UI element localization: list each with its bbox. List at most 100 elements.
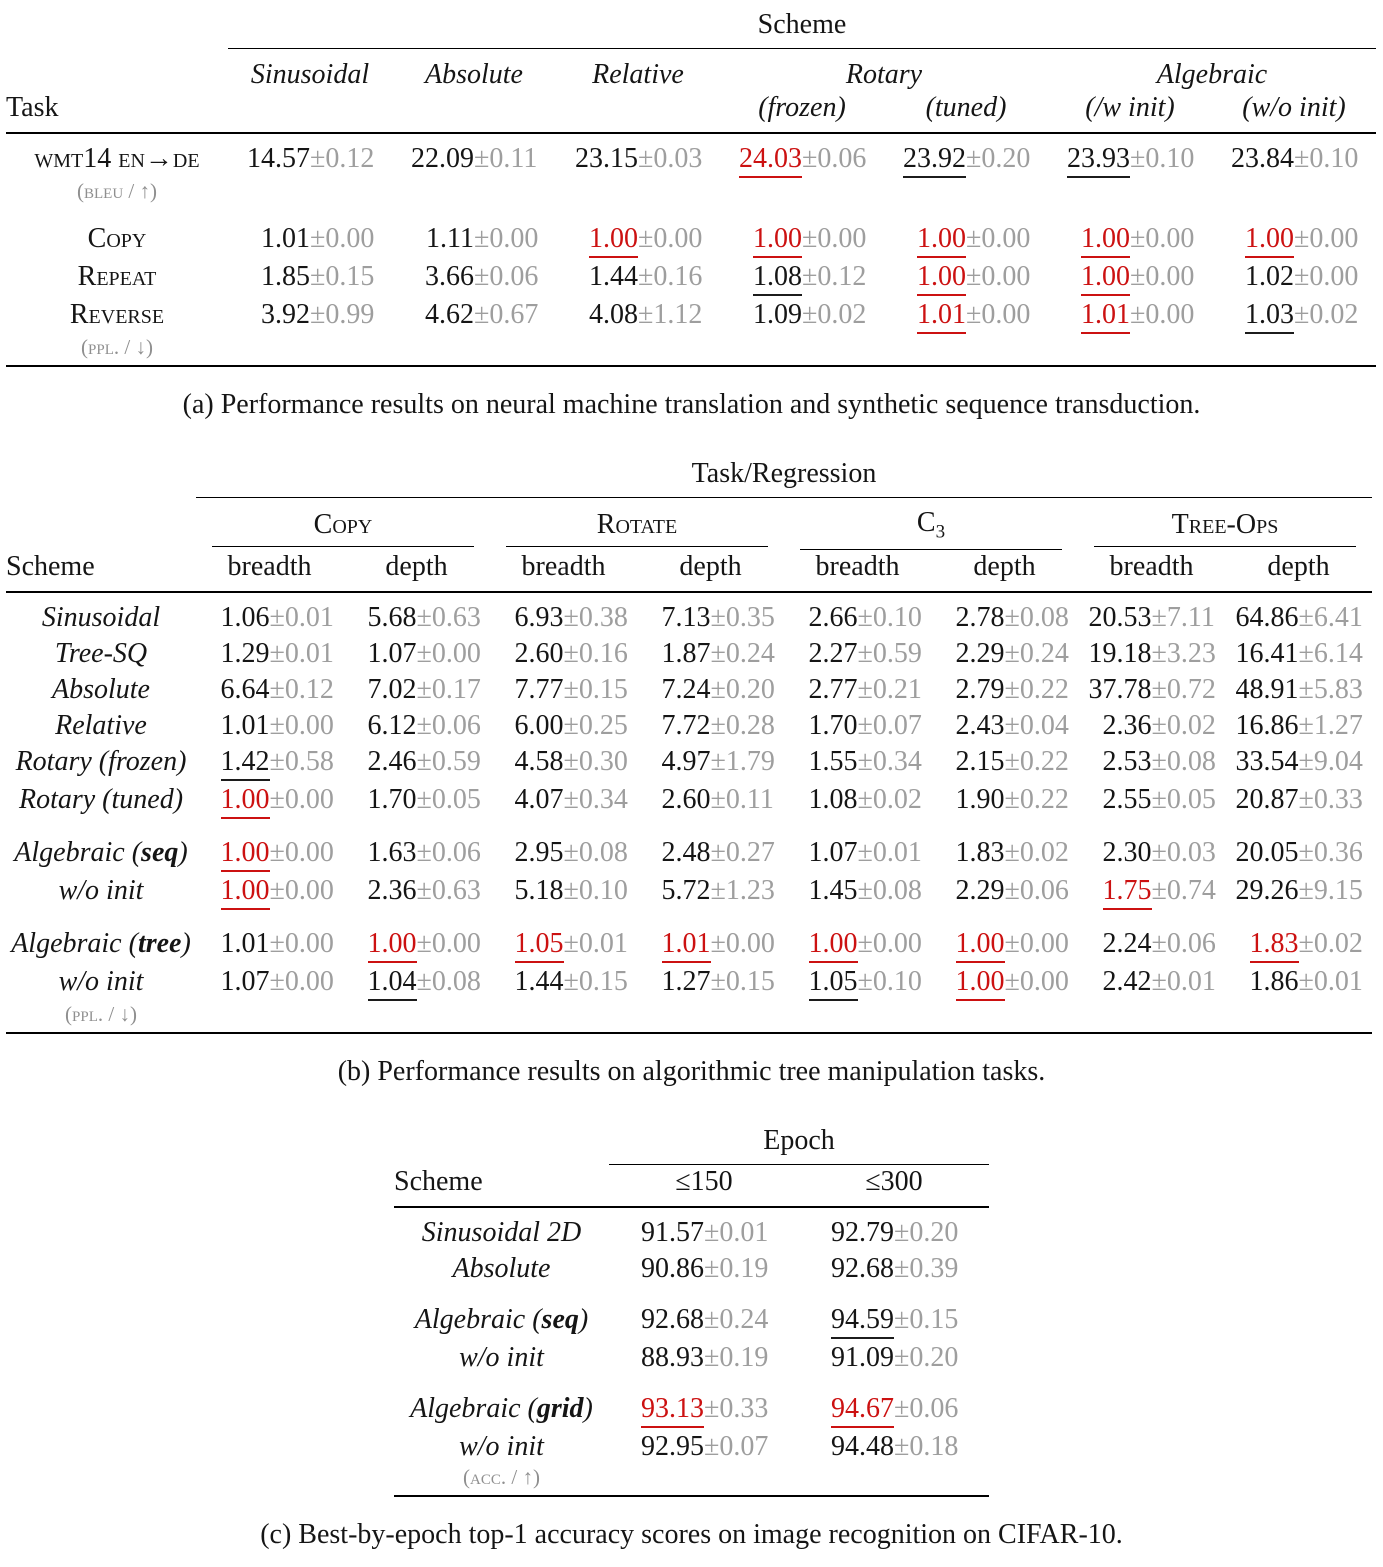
metric-cell: 2.60 ±0.16	[490, 636, 637, 672]
metric-value: 2.60 ±0.16	[494, 637, 634, 671]
subcol-depth: depth	[637, 549, 784, 593]
metric-value: 94.59 ±0.15	[824, 1303, 964, 1340]
row-label: Rotary (tuned)	[18, 784, 184, 816]
row-gap	[394, 1376, 989, 1391]
table-b: Task/Regression Copy Rotate C3 Tree-Ops	[6, 457, 1372, 1034]
metric-value: 91.57 ±0.01	[634, 1216, 774, 1250]
metric-cell: 1.00 ±0.00	[1048, 221, 1212, 259]
metric-value: 1.01 ±0.00	[1060, 298, 1200, 334]
metric-std: ±0.00	[1294, 260, 1359, 292]
metric-cell: 92.95 ±0.07	[609, 1429, 799, 1465]
metric-value: 20.53 ±7.11	[1082, 601, 1222, 635]
metric-std: ±0.00	[1004, 928, 1069, 960]
metric-std: ±0.59	[416, 746, 481, 777]
metric-std: ±1.27	[1298, 709, 1363, 741]
metric-value: 1.70 ±0.07	[788, 709, 928, 743]
metric-cell: 1.00 ±0.00	[931, 926, 1078, 964]
metric-value: 4.58 ±0.30	[494, 745, 634, 779]
subcol-w-init: (/w init)	[1048, 91, 1212, 135]
metric-cell: 1.08 ±0.12	[720, 259, 884, 297]
corner-cell	[394, 1124, 609, 1165]
metric-std: ±0.02	[1294, 298, 1359, 330]
row-label: Absolute	[452, 1253, 551, 1285]
metric-std: ±0.01	[857, 837, 922, 869]
metric-value: 92.79 ±0.20	[824, 1216, 964, 1250]
metric-value: 92.68 ±0.24	[634, 1303, 774, 1337]
row-label: w/o init	[459, 1431, 544, 1463]
metric-std: ±0.06	[802, 143, 867, 175]
metric-value: 23.93 ±0.10	[1060, 142, 1200, 179]
metric-cell: 2.66 ±0.10	[784, 592, 931, 636]
metric-cell: 1.00 ±0.00	[556, 221, 720, 259]
metric-cell: 1.01 ±0.00	[228, 221, 392, 259]
col-le-300: ≤300	[799, 1164, 989, 1209]
metric-value: 1.01 ±0.00	[200, 709, 340, 743]
metric-std: ±0.05	[416, 784, 481, 816]
note-row: (acc. / ↑)	[394, 1465, 989, 1497]
metric-std: ±0.04	[1004, 709, 1069, 741]
metric-std: ±0.39	[894, 1253, 959, 1285]
metric-std: ±0.06	[416, 837, 481, 869]
metric-cell: 7.72 ±0.28	[637, 708, 784, 744]
table-c-title-row: Epoch	[394, 1124, 989, 1165]
caption-c: (c) Best-by-epoch top-1 accuracy scores …	[260, 1518, 1123, 1550]
metric-std: ±7.11	[1151, 601, 1215, 633]
metric-std: ±6.14	[1298, 637, 1363, 669]
metric-std: ±0.06	[416, 709, 481, 741]
metric-cell: 1.85 ±0.15	[228, 259, 392, 297]
table-b-stub-header: Scheme	[6, 549, 196, 593]
metric-value: 1.00 ±0.00	[568, 222, 708, 258]
metric-std: ±0.12	[310, 143, 375, 175]
metric-std: ±0.36	[1298, 837, 1363, 869]
row-label: Repeat	[77, 260, 157, 292]
metric-cell: 1.07 ±0.00	[196, 964, 343, 1002]
metric-cell: 16.41 ±6.14	[1225, 636, 1372, 672]
metric-cell: 1.00 ±0.00	[884, 259, 1048, 297]
metric-std: ±9.15	[1298, 875, 1363, 907]
table-c-stub-header: Scheme	[394, 1164, 609, 1209]
table-a-title-row: Scheme	[6, 8, 1376, 50]
empty-cell	[228, 91, 392, 135]
metric-value: 1.55 ±0.34	[788, 745, 928, 779]
metric-std: ±0.00	[269, 709, 334, 741]
metric-std: ±0.07	[704, 1431, 769, 1463]
metric-cell: 4.97 ±1.79	[637, 744, 784, 782]
metric-std: ±0.67	[474, 298, 539, 330]
metric-cell: 2.24 ±0.06	[1078, 926, 1225, 964]
metric-cell: 1.55 ±0.34	[784, 744, 931, 782]
metric-cell: 24.03 ±0.06	[720, 133, 884, 179]
metric-std: ±5.83	[1298, 673, 1363, 705]
metric-std: ±0.02	[1298, 928, 1363, 960]
metric-value: 1.00 ±0.00	[1224, 222, 1364, 258]
metric-value: 33.54 ±9.04	[1229, 745, 1369, 779]
note-row: (bleu / ↑)	[6, 179, 1376, 206]
metric-cell: 1.00 ±0.00	[784, 926, 931, 964]
metric-cell: 6.12 ±0.06	[343, 708, 490, 744]
metric-cell: 1.00 ±0.00	[196, 782, 343, 820]
metric-value: 3.92 ±0.99	[240, 298, 380, 332]
metric-value: 1.04 ±0.08	[347, 965, 487, 1002]
metric-std: ±1.23	[710, 875, 775, 907]
metric-std: ±0.10	[857, 601, 922, 633]
metric-value: 1.07 ±0.00	[200, 965, 340, 999]
metric-std: ±0.07	[857, 709, 922, 741]
metric-cell: 1.90 ±0.22	[931, 782, 1078, 820]
metric-cell: 1.63 ±0.06	[343, 835, 490, 873]
metric-cell: 2.42 ±0.01	[1078, 964, 1225, 1002]
metric-value: 1.44 ±0.15	[494, 965, 634, 999]
metric-value: 88.93 ±0.19	[634, 1341, 774, 1375]
table-row: w/o init 92.95 ±0.07 94.48 ±0.18	[394, 1429, 989, 1465]
metric-std: ±0.74	[1151, 875, 1216, 907]
metric-value: 16.41 ±6.14	[1229, 637, 1369, 671]
metric-std: ±0.12	[802, 260, 867, 292]
metric-value: 1.07 ±0.01	[788, 836, 928, 870]
metric-value: 1.01 ±0.00	[896, 298, 1036, 334]
metric-std: ±0.05	[1151, 784, 1216, 816]
metric-std: ±0.00	[802, 222, 867, 254]
row-label: Algebraic (tree)	[11, 928, 191, 960]
metric-value: 1.11 ±0.00	[404, 222, 544, 256]
metric-std: ±0.08	[1004, 601, 1069, 633]
metric-cell: 92.68 ±0.24	[609, 1302, 799, 1340]
metric-std: ±0.33	[1298, 784, 1363, 816]
metric-std: ±0.38	[563, 601, 628, 633]
